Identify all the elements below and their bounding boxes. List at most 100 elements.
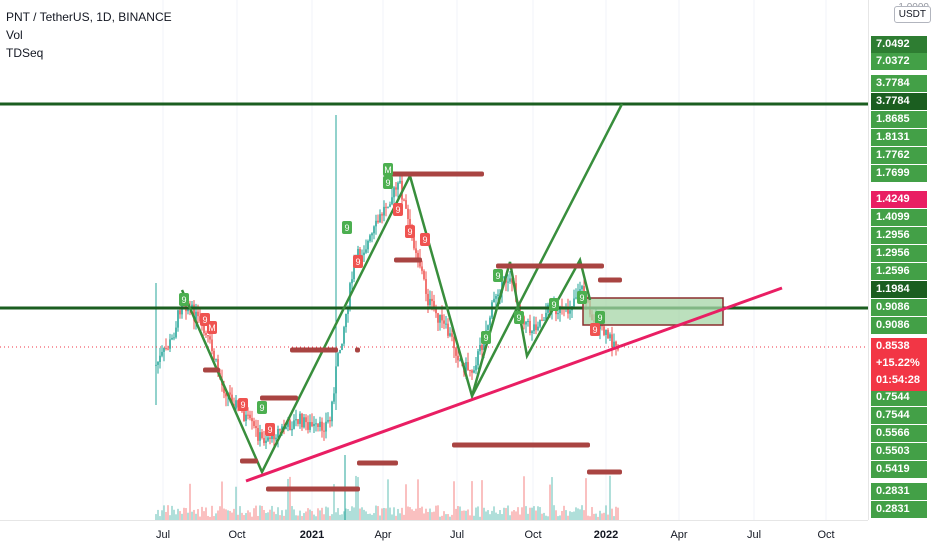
target-zone-box[interactable] <box>582 297 724 326</box>
volume-bar <box>203 511 205 520</box>
volume-bars <box>155 475 619 520</box>
candle-body <box>377 220 379 223</box>
candle-body <box>451 333 453 337</box>
candle-body <box>527 321 529 323</box>
volume-bar <box>325 506 327 520</box>
price-label: 0.7544 <box>871 389 927 406</box>
volume-bar <box>463 510 465 520</box>
candle-body <box>437 313 439 323</box>
candle-body <box>481 344 483 351</box>
price-label: 3.7784 <box>871 93 927 110</box>
volume-bar <box>309 509 311 520</box>
candle-body <box>211 339 213 351</box>
candle-body <box>159 355 161 362</box>
candle-body <box>277 429 279 438</box>
volume-bar <box>533 506 535 520</box>
volume-bar <box>201 506 203 520</box>
projection-line[interactable] <box>470 103 624 397</box>
volume-bar <box>213 516 215 520</box>
candle-body <box>289 420 291 431</box>
volume-bar <box>159 516 161 520</box>
volume-bar <box>209 516 211 520</box>
volume-bar <box>255 505 257 520</box>
svg-text:9: 9 <box>355 257 360 267</box>
candle-body <box>379 214 381 223</box>
candle-body <box>449 333 451 336</box>
candle-body <box>397 182 399 190</box>
td-level-marker <box>357 460 398 466</box>
volume-bar <box>451 514 453 520</box>
candle-body <box>309 422 311 430</box>
price-label: 0.5419 <box>871 461 927 478</box>
currency-badge[interactable]: USDT <box>893 6 931 23</box>
volume-bar <box>441 515 443 520</box>
td-bar-markers <box>203 171 622 492</box>
candle-body <box>285 426 287 430</box>
volume-bar <box>499 510 501 520</box>
svg-text:9: 9 <box>407 227 412 237</box>
candle-body <box>497 294 499 297</box>
svg-text:9: 9 <box>592 325 597 335</box>
symbol-title[interactable]: PNT / TetherUS, 1D, BINANCE <box>6 10 172 24</box>
td-count-label: 9 <box>179 293 189 306</box>
td-count-label: 9 <box>493 269 503 282</box>
indicator-vol[interactable]: Vol <box>6 28 23 42</box>
volume-bar <box>401 507 403 520</box>
volume-bar <box>577 508 579 520</box>
volume-bar <box>443 511 445 520</box>
candle-body <box>255 425 257 429</box>
candle-body <box>373 226 375 234</box>
candle-body <box>455 348 457 356</box>
zigzag-pattern-line[interactable] <box>180 172 592 475</box>
volume-bar <box>521 507 523 520</box>
candle-body <box>405 200 407 209</box>
volume-bar <box>287 478 289 520</box>
candle-body <box>443 320 445 324</box>
volume-bar <box>303 513 305 520</box>
candle-body <box>215 359 217 361</box>
candle-body <box>249 414 251 419</box>
svg-text:9: 9 <box>495 271 500 281</box>
candle-body <box>525 321 527 325</box>
volume-bar <box>235 486 237 520</box>
candle-body <box>575 297 577 299</box>
vertical-grid <box>162 0 827 520</box>
volume-bar <box>293 509 295 520</box>
volume-bar <box>477 506 479 520</box>
volume-bar <box>429 508 431 520</box>
candle-body <box>611 334 613 348</box>
candle-body <box>333 393 335 402</box>
price-label: 3.7784 <box>871 75 927 92</box>
volume-bar <box>277 507 279 520</box>
candle-body <box>253 421 255 426</box>
candle-body <box>567 308 569 314</box>
price-axis[interactable]: 1.0000 USDT 7.04927.03723.77843.77841.86… <box>868 0 932 520</box>
volume-bar <box>585 478 587 520</box>
volume-bar <box>525 506 527 520</box>
volume-bar <box>307 508 309 520</box>
volume-bar <box>229 510 231 520</box>
candle-body <box>537 326 539 331</box>
candle-body <box>295 419 297 421</box>
svg-text:9: 9 <box>579 293 584 303</box>
candle-body <box>353 261 355 280</box>
volume-bar <box>369 513 371 520</box>
td-count-label: 9 <box>393 203 403 216</box>
candle-body <box>193 304 195 321</box>
volume-bar <box>311 511 313 520</box>
volume-bar <box>157 509 159 520</box>
volume-bar <box>503 507 505 520</box>
time-axis[interactable]: Jul Oct 2021 Apr Jul Oct 2022 Apr Jul Oct <box>0 520 868 551</box>
volume-bar <box>593 513 595 520</box>
candle-body <box>229 392 231 395</box>
rising-trendline[interactable] <box>245 286 783 483</box>
volume-bar <box>195 513 197 520</box>
candle-body <box>441 314 443 321</box>
volume-bar <box>359 508 361 520</box>
volume-bar <box>269 509 271 520</box>
volume-bar <box>299 510 301 520</box>
indicator-tdseq[interactable]: TDSeq <box>6 46 44 60</box>
td-count-label: 9 <box>549 298 559 311</box>
